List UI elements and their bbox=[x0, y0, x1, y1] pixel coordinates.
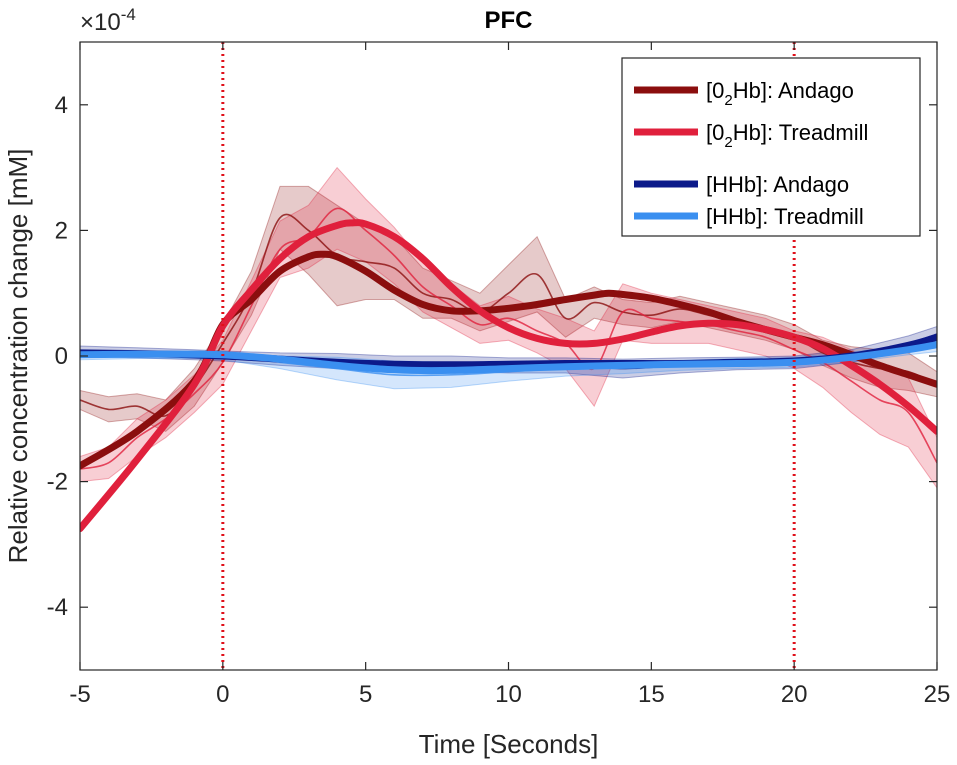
x-tick-label: 10 bbox=[495, 681, 522, 708]
legend-label-text: [HHb]: Treadmill bbox=[706, 204, 864, 229]
legend: [02Hb]: Andago[02Hb]: Treadmill[HHb]: An… bbox=[621, 57, 921, 237]
legend-label-3: [HHb]: Treadmill bbox=[706, 204, 864, 229]
axes bbox=[79, 41, 938, 671]
legend-label-text: [0 bbox=[706, 120, 724, 145]
legend-label-text: [0 bbox=[706, 78, 724, 103]
y-exponent-base: ×10 bbox=[80, 9, 121, 36]
x-tick-label: 25 bbox=[924, 681, 951, 708]
y-exponent-power: -4 bbox=[121, 5, 136, 24]
y-tick-label: -4 bbox=[47, 594, 68, 621]
x-tick-label: 20 bbox=[781, 681, 808, 708]
x-tick-label: 5 bbox=[359, 681, 372, 708]
x-tick-label: -5 bbox=[69, 681, 90, 708]
legend-label-0: [02Hb]: Andago bbox=[706, 78, 854, 109]
y-tick-label: 0 bbox=[55, 343, 68, 370]
legend-label-subscript: 2 bbox=[724, 92, 732, 109]
legend-label-1: [02Hb]: Treadmill bbox=[706, 120, 868, 151]
plot-area bbox=[80, 42, 937, 670]
y-axis-label: Relative concentration change [mM] bbox=[3, 149, 33, 564]
x-tick-label: 15 bbox=[638, 681, 665, 708]
legend-label-text: Hb]: Andago bbox=[733, 78, 854, 103]
legend-label-text: Hb]: Treadmill bbox=[733, 120, 869, 145]
series-3-fit-line bbox=[80, 341, 937, 375]
x-tick-label: 0 bbox=[216, 681, 229, 708]
x-axis-label: Time [Seconds] bbox=[419, 729, 599, 759]
y-tick-label: -2 bbox=[47, 469, 68, 496]
y-tick-label: 2 bbox=[55, 217, 68, 244]
y-tick-label: 4 bbox=[55, 92, 68, 119]
legend-label-2: [HHb]: Andago bbox=[706, 172, 849, 197]
legend-label-subscript: 2 bbox=[724, 134, 732, 151]
chart-title: PFC bbox=[485, 7, 533, 34]
legend-label-text: [HHb]: Andago bbox=[706, 172, 849, 197]
y-exponent-label: ×10-4 bbox=[80, 5, 136, 36]
